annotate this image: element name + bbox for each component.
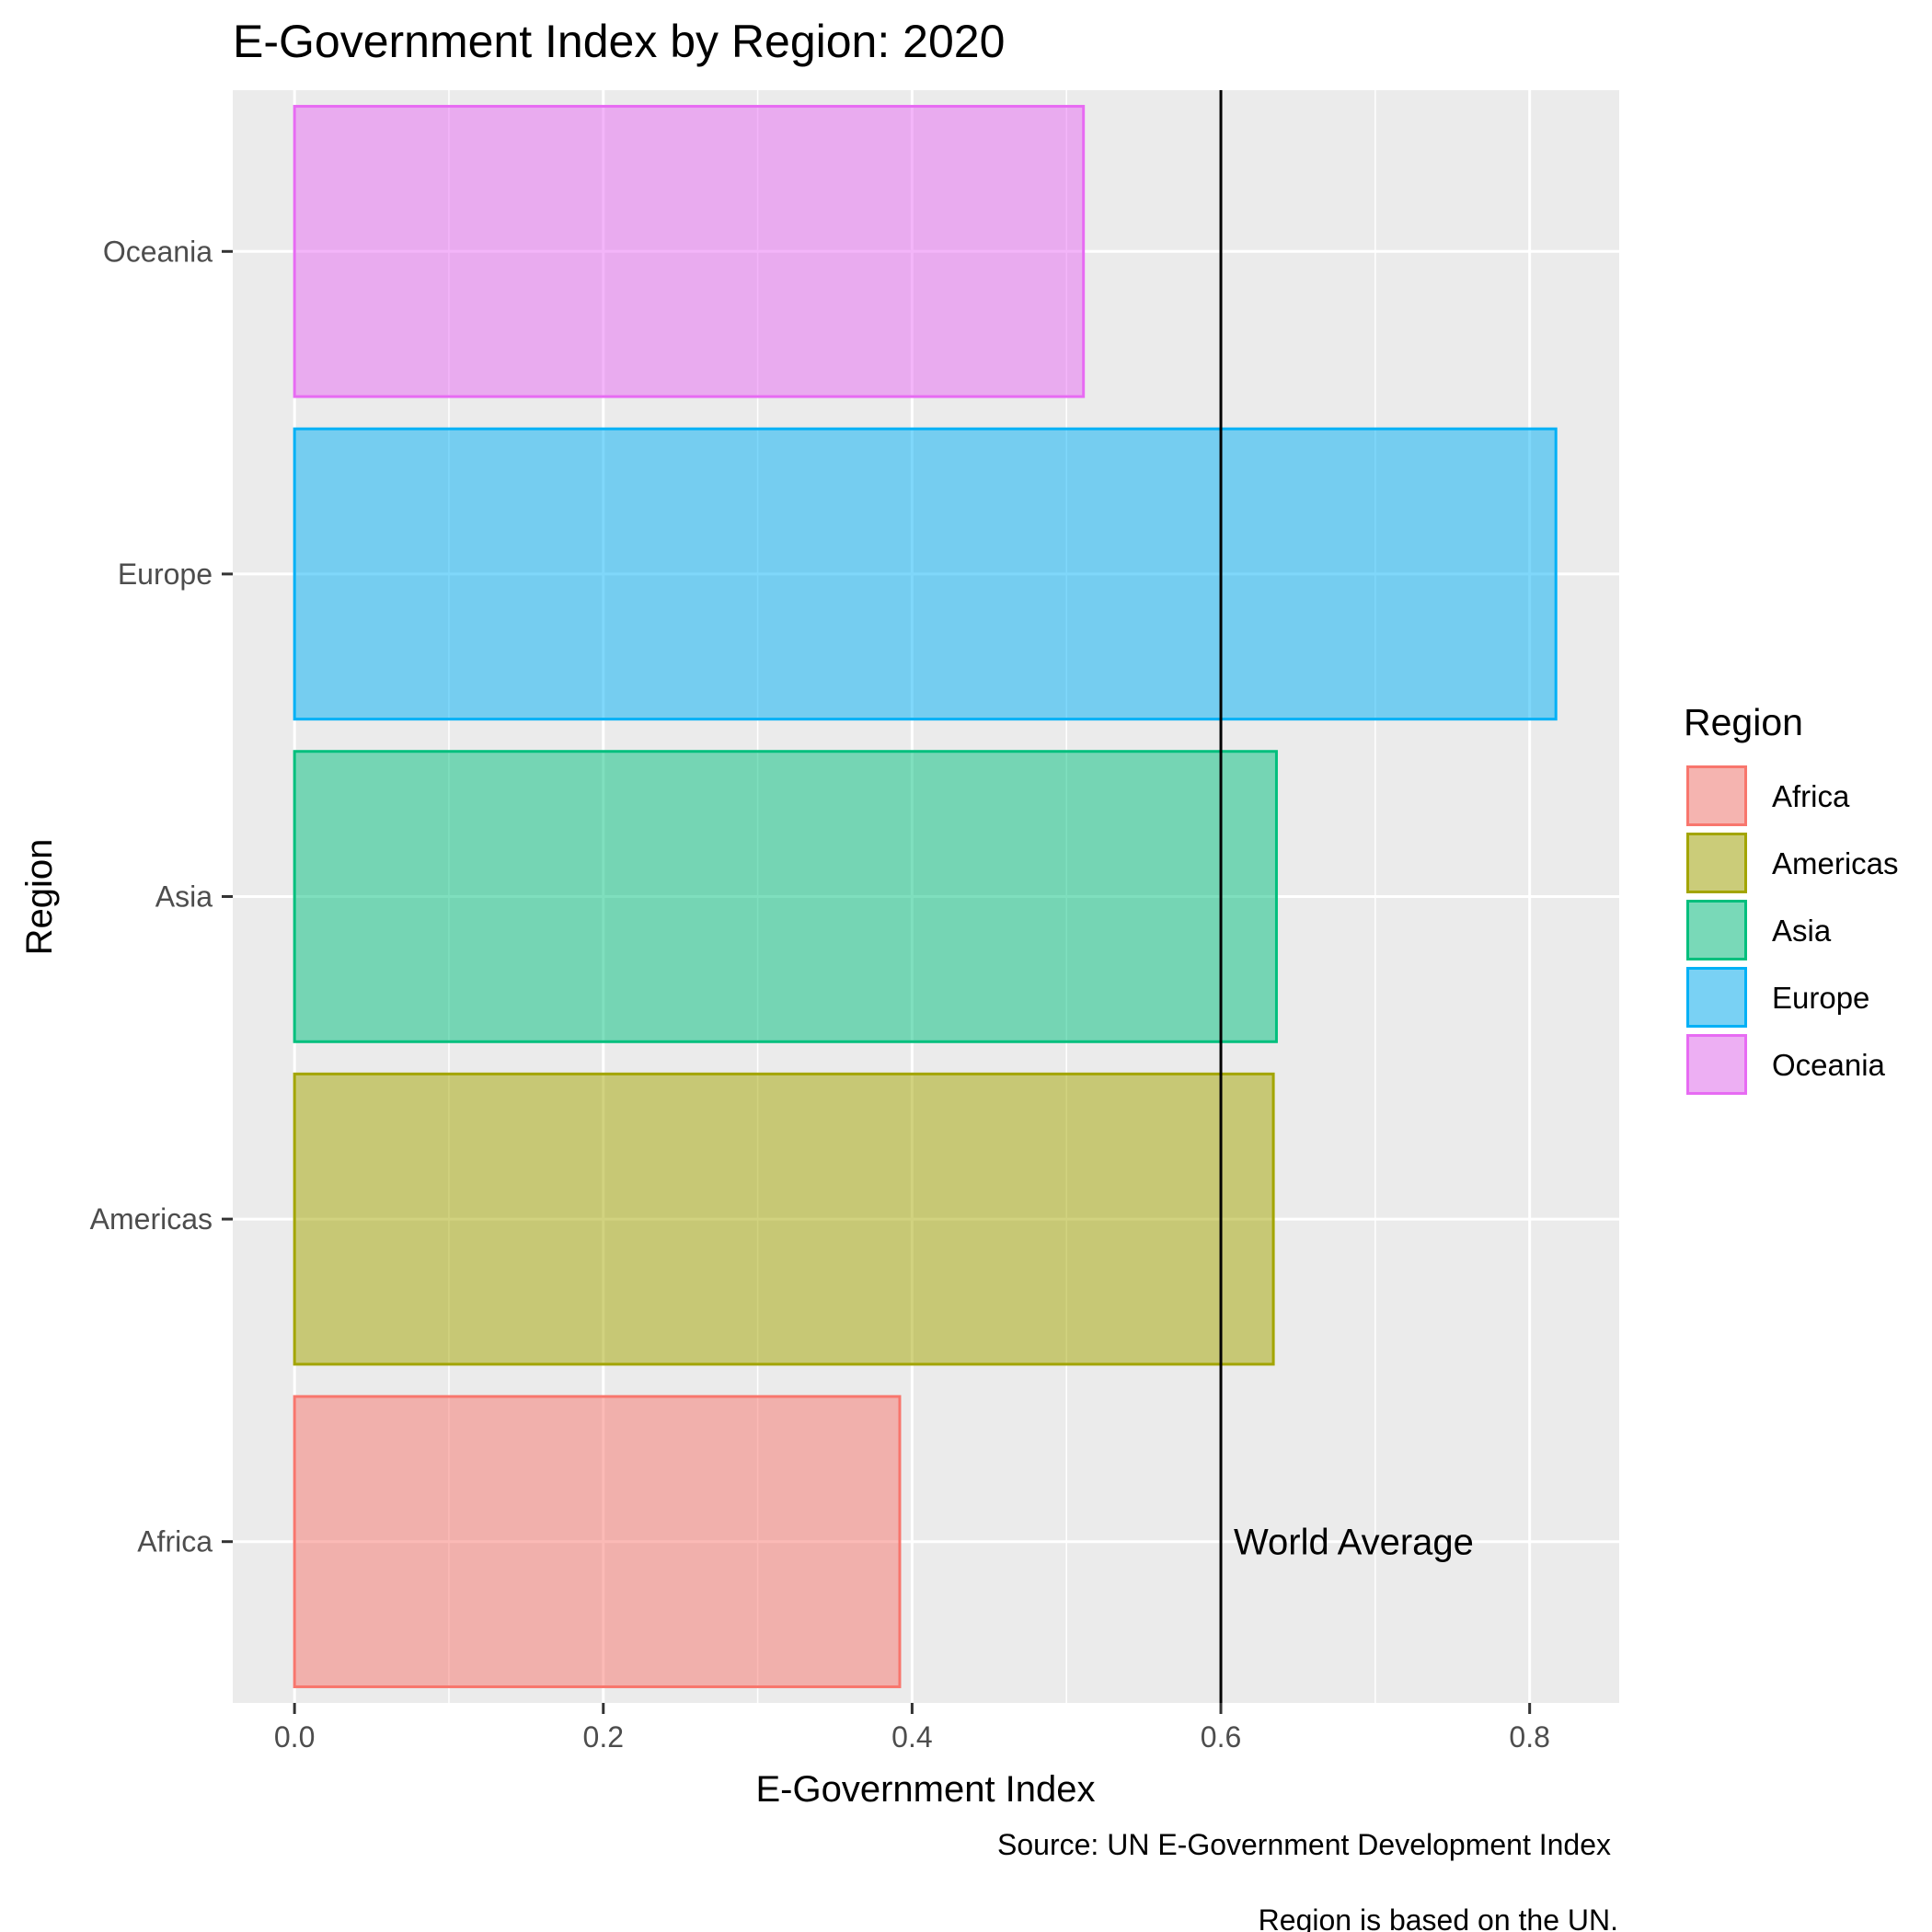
x-tick-label: 0.0 [274, 1720, 315, 1754]
legend-label: Americas [1772, 846, 1899, 880]
legend: Region Africa Americas Asia Europe Oceania [1684, 701, 1899, 1095]
bar-oceania [293, 105, 1086, 398]
y-tick-label: Europe [118, 558, 213, 591]
y-tick-label: Americas [90, 1202, 213, 1236]
y-axis: Africa Americas Asia Europe Oceania [90, 235, 233, 1558]
x-axis-title: E-Government Index [755, 1769, 1095, 1810]
y-axis-title: Region [19, 839, 60, 956]
y-tick-label: Oceania [103, 235, 213, 268]
caption-note: Region is based on the UN. [1259, 1903, 1618, 1932]
legend-swatch-africa [1686, 765, 1747, 826]
legend-label: Oceania [1772, 1048, 1886, 1082]
bar-africa [293, 1395, 902, 1688]
legend-swatch-asia [1686, 900, 1747, 960]
x-tick-label: 0.4 [891, 1720, 932, 1754]
x-tick-label: 0.6 [1201, 1720, 1241, 1754]
legend-swatch-americas [1686, 833, 1747, 893]
legend-swatch-europe [1686, 967, 1747, 1028]
y-tick-label: Asia [155, 880, 213, 914]
legend-swatch-oceania [1686, 1034, 1747, 1095]
bar-asia [293, 750, 1278, 1043]
bars [293, 105, 1558, 1688]
bar-americas [293, 1072, 1275, 1366]
chart-title: E-Government Index by Region: 2020 [233, 16, 1005, 67]
x-tick-label: 0.2 [583, 1720, 624, 1754]
legend-label: Asia [1772, 914, 1832, 948]
reference-line-group: World Average [1219, 90, 1474, 1703]
legend-label: Europe [1772, 981, 1869, 1015]
reference-line-label: World Average [1234, 1523, 1474, 1563]
caption-source: Source: UN E-Government Development Inde… [997, 1828, 1611, 1861]
bar-europe [293, 427, 1558, 721]
legend-title: Region [1684, 701, 1803, 743]
x-axis: 0.0 0.2 0.4 0.6 0.8 [274, 1703, 1550, 1754]
y-tick-label: Africa [137, 1525, 213, 1558]
legend-label: Africa [1772, 779, 1850, 813]
x-tick-label: 0.8 [1509, 1720, 1549, 1754]
